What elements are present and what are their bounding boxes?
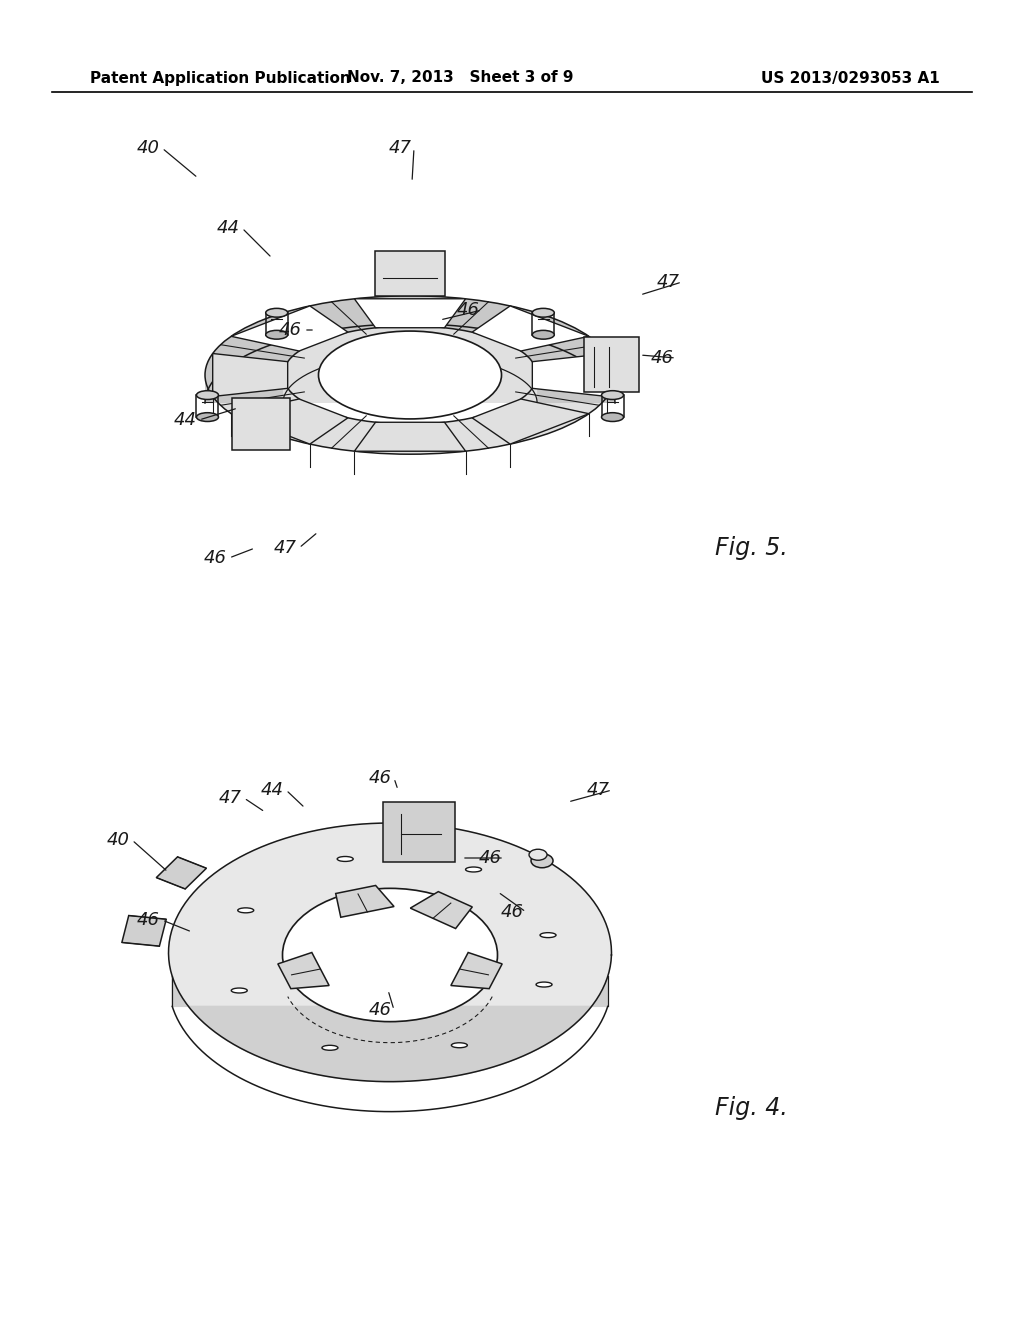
Polygon shape	[354, 422, 466, 451]
Ellipse shape	[238, 908, 254, 913]
Ellipse shape	[318, 331, 502, 418]
Polygon shape	[231, 399, 348, 444]
Ellipse shape	[452, 1043, 467, 1048]
Polygon shape	[283, 326, 538, 403]
Text: Fig. 5.: Fig. 5.	[715, 536, 787, 560]
FancyBboxPatch shape	[375, 251, 445, 296]
Polygon shape	[122, 916, 166, 946]
Ellipse shape	[529, 849, 547, 861]
Text: 46: 46	[457, 301, 479, 319]
Polygon shape	[157, 857, 207, 888]
Text: 47: 47	[273, 539, 297, 557]
Ellipse shape	[540, 933, 556, 937]
Text: 47: 47	[218, 789, 242, 807]
Ellipse shape	[531, 854, 553, 867]
Polygon shape	[354, 298, 466, 327]
Ellipse shape	[197, 391, 218, 400]
Text: Fig. 4.: Fig. 4.	[715, 1096, 787, 1119]
Polygon shape	[451, 953, 502, 989]
Ellipse shape	[466, 867, 481, 873]
Polygon shape	[205, 296, 615, 454]
Text: Patent Application Publication: Patent Application Publication	[90, 70, 351, 86]
Polygon shape	[169, 824, 611, 1081]
Ellipse shape	[197, 413, 218, 421]
Text: 40: 40	[136, 139, 160, 157]
Text: 47: 47	[656, 273, 680, 290]
Ellipse shape	[322, 1045, 338, 1051]
Text: 46: 46	[279, 321, 301, 339]
Polygon shape	[213, 354, 288, 396]
Polygon shape	[411, 891, 472, 928]
Text: Nov. 7, 2013   Sheet 3 of 9: Nov. 7, 2013 Sheet 3 of 9	[347, 70, 573, 86]
Bar	[383, 801, 455, 862]
Polygon shape	[532, 354, 607, 396]
Ellipse shape	[283, 888, 498, 1022]
Text: 44: 44	[216, 219, 240, 238]
Text: 46: 46	[501, 903, 523, 921]
Text: 47: 47	[587, 781, 609, 799]
Ellipse shape	[532, 309, 554, 317]
Text: 46: 46	[136, 911, 160, 929]
Text: 40: 40	[106, 832, 129, 849]
Ellipse shape	[337, 857, 353, 862]
Text: 46: 46	[369, 1001, 391, 1019]
Ellipse shape	[601, 413, 624, 421]
Polygon shape	[205, 296, 615, 403]
Text: 46: 46	[650, 348, 674, 367]
Text: 46: 46	[478, 849, 502, 867]
Ellipse shape	[231, 989, 247, 993]
Ellipse shape	[265, 309, 288, 317]
Polygon shape	[336, 886, 394, 917]
Text: 46: 46	[204, 549, 226, 568]
FancyBboxPatch shape	[232, 397, 291, 450]
Polygon shape	[278, 953, 329, 989]
Text: US 2013/0293053 A1: US 2013/0293053 A1	[761, 70, 940, 86]
Text: 44: 44	[260, 781, 284, 799]
Polygon shape	[472, 306, 589, 351]
Ellipse shape	[265, 330, 288, 339]
Ellipse shape	[532, 330, 554, 339]
Text: 47: 47	[388, 139, 412, 157]
FancyBboxPatch shape	[585, 337, 639, 392]
Polygon shape	[172, 977, 608, 1081]
Ellipse shape	[601, 391, 624, 400]
Text: 46: 46	[369, 770, 391, 787]
Polygon shape	[231, 306, 348, 351]
Polygon shape	[472, 399, 589, 444]
Text: 44: 44	[173, 411, 197, 429]
Ellipse shape	[536, 982, 552, 987]
